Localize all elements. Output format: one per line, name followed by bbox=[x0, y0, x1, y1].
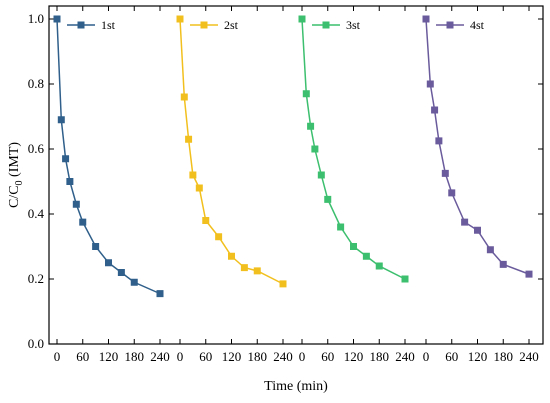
data-point-3st bbox=[337, 223, 345, 231]
series-line-4st bbox=[425, 18, 530, 275]
x-tick-label: 0 bbox=[54, 349, 61, 364]
data-point-1st bbox=[105, 259, 112, 267]
x-tick-label: 180 bbox=[125, 349, 145, 364]
y-axis-title-main: C/C bbox=[7, 185, 22, 208]
data-point-1st bbox=[53, 15, 61, 23]
x-tick-label: 60 bbox=[199, 349, 212, 364]
x-tick-label: 60 bbox=[445, 349, 458, 364]
data-point-4st bbox=[486, 246, 494, 254]
legend-layer: 1st 2st 3st 4st bbox=[67, 18, 485, 32]
series-line-1st bbox=[56, 18, 161, 295]
data-point-4st bbox=[422, 15, 430, 23]
x-axis-title: Time (min) bbox=[264, 379, 328, 394]
x-tick-label: 0 bbox=[299, 349, 306, 364]
x-tick-label: 240 bbox=[150, 349, 170, 364]
x-tick-label: 180 bbox=[370, 349, 390, 364]
x-tick-label: 60 bbox=[76, 349, 89, 364]
x-axis: 0 60 120 180 240 0 60 120 180 240 0 60 120 180 240 0 60 1… bbox=[54, 6, 539, 364]
data-point-1st bbox=[79, 218, 87, 226]
data-point-3st bbox=[362, 252, 370, 260]
data-point-2st bbox=[195, 184, 203, 192]
data-point-4st bbox=[525, 270, 533, 278]
data-point-1st bbox=[130, 278, 138, 286]
legend-marker-3st bbox=[322, 21, 330, 29]
y-tick-label: 0.8 bbox=[28, 76, 44, 91]
x-tick-label: 240 bbox=[395, 349, 415, 364]
x-tick-label: 240 bbox=[519, 349, 539, 364]
legend-marker-1st bbox=[77, 21, 85, 29]
data-point-4st bbox=[474, 226, 481, 234]
data-point-2st bbox=[279, 280, 287, 288]
data-point-2st bbox=[176, 15, 184, 23]
data-point-4st bbox=[499, 260, 507, 268]
data-point-2st bbox=[180, 93, 188, 101]
y-tick-label: 0.4 bbox=[28, 206, 45, 221]
y-axis-title-sub: 0 bbox=[14, 180, 25, 185]
data-point-1st bbox=[66, 178, 74, 185]
data-point-1st bbox=[72, 200, 80, 208]
data-point-3st bbox=[317, 171, 325, 179]
data-point-2st bbox=[189, 171, 197, 179]
legend-label-3st: 3st bbox=[346, 18, 361, 32]
x-tick-label: 0 bbox=[423, 349, 430, 364]
series-layer bbox=[53, 15, 533, 298]
x-tick-label: 180 bbox=[494, 349, 514, 364]
data-point-3st bbox=[302, 90, 310, 98]
x-tick-label: 240 bbox=[273, 349, 293, 364]
plot-frame bbox=[48, 5, 544, 345]
legend-marker-4st bbox=[446, 21, 454, 29]
data-point-3st bbox=[324, 195, 332, 203]
data-point-1st bbox=[62, 155, 70, 163]
x-tick-label: 120 bbox=[222, 349, 242, 364]
y-tick-label: 1.0 bbox=[28, 11, 44, 26]
data-point-2st bbox=[228, 252, 235, 260]
data-point-2st bbox=[240, 264, 248, 272]
data-point-3st bbox=[298, 15, 306, 23]
data-point-2st bbox=[215, 233, 223, 241]
data-point-2st bbox=[253, 267, 261, 275]
data-point-1st bbox=[156, 290, 164, 298]
y-axis-title: C/C0 (IMT) bbox=[7, 142, 25, 208]
data-point-2st bbox=[202, 217, 210, 224]
legend-label-1st: 1st bbox=[101, 18, 116, 32]
data-point-4st bbox=[448, 189, 456, 197]
y-tick-label: 0.6 bbox=[28, 141, 45, 156]
data-point-3st bbox=[375, 262, 383, 270]
x-tick-label: 120 bbox=[468, 349, 488, 364]
legend-label-4st: 4st bbox=[470, 18, 485, 32]
y-tick-label: 0.2 bbox=[28, 271, 44, 286]
data-point-4st bbox=[426, 80, 434, 88]
x-tick-label: 120 bbox=[99, 349, 119, 364]
data-point-4st bbox=[461, 218, 469, 226]
y-axis-title-suffix: (IMT) bbox=[7, 142, 22, 181]
data-point-3st bbox=[401, 275, 409, 283]
y-axis: 0.0 0.2 0.4 0.6 0.8 1.0 bbox=[28, 11, 543, 351]
y-tick-label: 0.0 bbox=[28, 336, 44, 351]
axes bbox=[48, 5, 544, 345]
legend-marker-2st bbox=[200, 21, 208, 29]
data-point-1st bbox=[57, 116, 65, 124]
legend-label-2st: 2st bbox=[224, 18, 239, 32]
x-tick-label: 0 bbox=[177, 349, 184, 364]
data-point-1st bbox=[92, 243, 100, 250]
data-point-3st bbox=[307, 122, 315, 130]
data-point-4st bbox=[435, 137, 443, 145]
data-point-2st bbox=[185, 135, 193, 143]
data-point-3st bbox=[311, 145, 319, 153]
data-point-4st bbox=[431, 106, 439, 114]
x-tick-label: 120 bbox=[344, 349, 364, 364]
data-point-4st bbox=[441, 169, 449, 177]
series-line-2st bbox=[179, 18, 284, 285]
x-tick-label: 60 bbox=[321, 349, 334, 364]
x-tick-label: 180 bbox=[248, 349, 268, 364]
data-point-3st bbox=[350, 243, 357, 250]
data-point-1st bbox=[117, 269, 125, 276]
